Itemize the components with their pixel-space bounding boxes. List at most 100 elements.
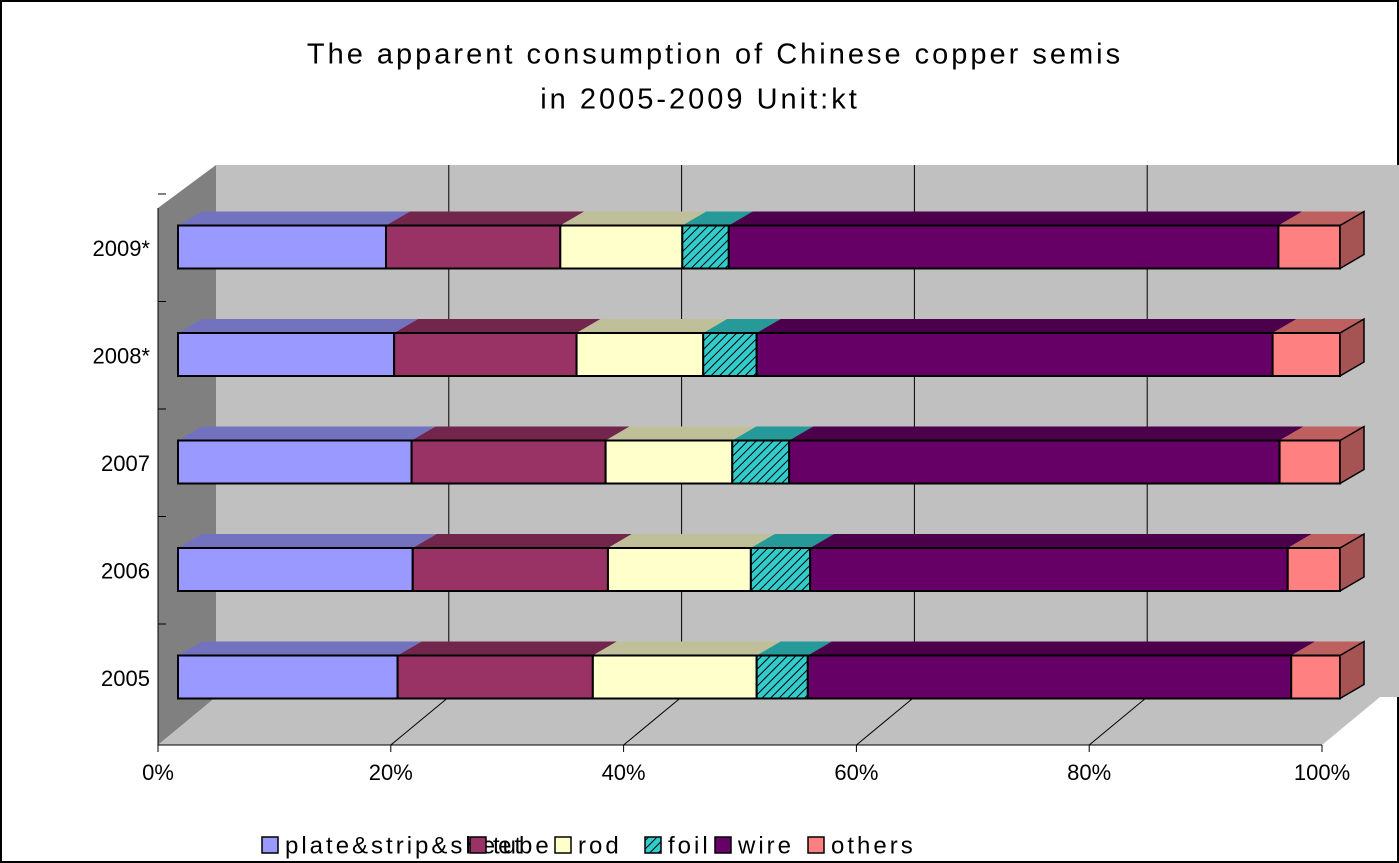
bar xyxy=(393,332,578,377)
bar-side xyxy=(1339,317,1365,378)
bar-top-shade xyxy=(178,211,410,226)
bar-top xyxy=(1279,426,1364,441)
legend-swatch xyxy=(261,836,279,854)
bar-top-shade xyxy=(605,426,757,441)
bar-side xyxy=(1339,532,1365,593)
floor-grid-line xyxy=(1088,696,1148,746)
legend-swatch xyxy=(807,836,825,854)
bar-top xyxy=(756,641,832,656)
bar-side xyxy=(1339,425,1365,485)
bar-top-shade xyxy=(789,426,1304,441)
bar-top-shade xyxy=(385,211,585,226)
bar-side-shade xyxy=(1340,641,1364,699)
bar-top xyxy=(576,319,728,333)
bar-top-shade xyxy=(1272,319,1364,333)
chart-subtitle: in 2005-2009 Unit:kt xyxy=(540,84,860,116)
x-tick-label: 60% xyxy=(834,760,878,785)
chart-title: The apparent consumption of Chinese copp… xyxy=(307,39,1123,71)
bar xyxy=(1278,439,1342,485)
bar-side-shade xyxy=(1340,211,1364,269)
bar xyxy=(559,224,684,270)
bar-side xyxy=(1339,640,1365,700)
legend-label: tube xyxy=(493,832,552,859)
bar-top-shade xyxy=(592,641,781,656)
bar-top xyxy=(178,641,422,656)
bar-top-shade xyxy=(750,534,835,548)
bar-side-shade xyxy=(1340,319,1364,376)
x-tick-label: 40% xyxy=(602,760,646,785)
y-tick-label: 2009* xyxy=(92,236,150,261)
bar xyxy=(396,654,594,700)
bar-top xyxy=(394,319,601,333)
bar-top-shade xyxy=(576,319,728,333)
bar-top xyxy=(178,534,437,548)
bar-top xyxy=(789,426,1304,441)
bar-top-shade xyxy=(807,641,1316,656)
y-tick-label: 2006 xyxy=(101,558,150,583)
bar-top-shade xyxy=(682,211,753,226)
bar xyxy=(1277,224,1341,270)
bar-top xyxy=(385,211,585,226)
legend-label: rod xyxy=(578,832,622,859)
bar xyxy=(1290,654,1342,700)
bar xyxy=(749,547,812,592)
bar xyxy=(177,547,414,592)
bar-top-shade xyxy=(412,534,632,548)
bar xyxy=(809,547,1289,592)
bar-top xyxy=(1278,211,1364,226)
bar-top xyxy=(750,534,835,548)
bar-side-shade xyxy=(1340,534,1364,591)
bar xyxy=(731,439,791,485)
bar-top-shade xyxy=(756,319,1297,333)
floor-grid-line xyxy=(390,696,450,746)
bar-top-shade xyxy=(178,319,419,333)
plot: 0% 20% 40% 60% 80% 100% 2005 2006 2007 2008* 2009*… xyxy=(92,165,1365,859)
bar xyxy=(177,332,396,377)
bar-top-shade xyxy=(732,426,814,441)
bar-top-shade xyxy=(178,534,437,548)
bar-top-shade xyxy=(703,319,781,333)
legend-label: wire xyxy=(737,832,794,859)
bar-top xyxy=(178,211,410,226)
bar-top-shade xyxy=(394,319,601,333)
bar-top-shade xyxy=(411,426,630,441)
y-tick-label: 2007 xyxy=(101,451,150,476)
bar-top-shade xyxy=(1278,211,1364,226)
bar xyxy=(604,439,734,485)
bar xyxy=(591,654,758,700)
legend-swatch xyxy=(469,836,487,854)
bar-top-shade xyxy=(397,641,617,656)
x-tick-label: 0% xyxy=(142,760,174,785)
bar-top-shade xyxy=(178,641,422,656)
legend-swatch xyxy=(714,836,732,854)
bar xyxy=(411,547,609,592)
bar xyxy=(755,654,809,700)
bar-top xyxy=(605,426,757,441)
floor-grid-line xyxy=(623,696,682,746)
bar-top xyxy=(178,319,419,333)
legend-swatch xyxy=(644,836,662,854)
bar-top xyxy=(607,534,775,548)
bar-top-shade xyxy=(810,534,1312,548)
bar xyxy=(788,439,1281,485)
bar xyxy=(606,547,752,592)
bar-top xyxy=(411,426,630,441)
bar-top xyxy=(412,534,632,548)
bar-top xyxy=(592,641,781,656)
bar xyxy=(755,332,1274,377)
bar-top-shade xyxy=(607,534,775,548)
bar-top-shade xyxy=(560,211,707,226)
legend-label: foil xyxy=(668,832,711,859)
bar xyxy=(1286,547,1341,592)
bar-top xyxy=(682,211,753,226)
bar-top xyxy=(397,641,617,656)
bar xyxy=(806,654,1293,700)
bar xyxy=(177,439,413,485)
bar xyxy=(177,654,399,700)
bar-top xyxy=(178,426,436,441)
bar xyxy=(384,224,562,270)
bar-top xyxy=(728,211,1303,226)
legend-label: plate&strip&sheet xyxy=(285,832,524,859)
bar-top-shade xyxy=(1279,426,1364,441)
